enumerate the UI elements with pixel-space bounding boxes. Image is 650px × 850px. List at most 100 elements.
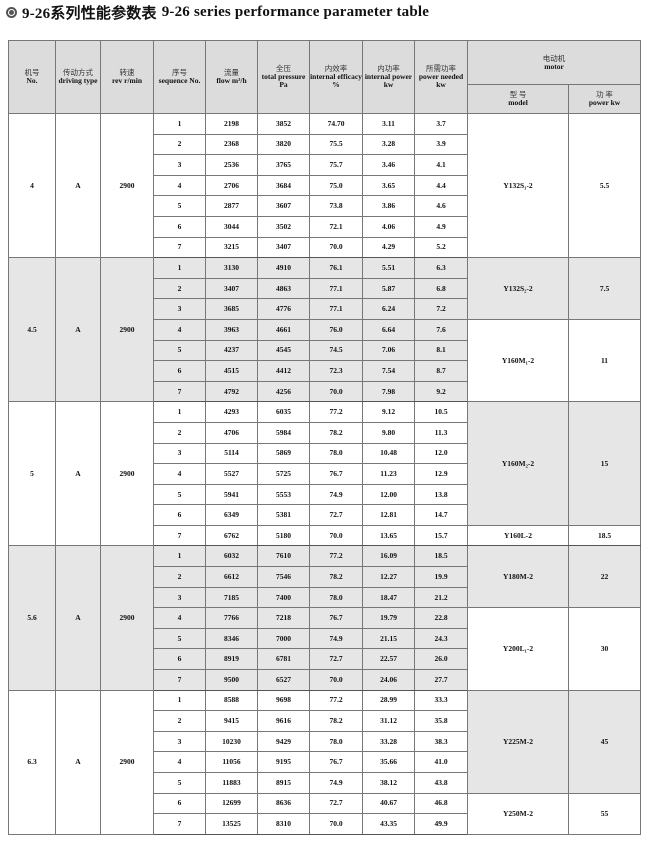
efficacy-cell: 76.0 [309,318,363,341]
table-row: 7 6762 5180 70.0 13.65 15.7 Y160L-2 18.5 [9,524,641,547]
motor-power-cell: 18.5 [568,524,641,547]
sequence-cell: 4 [153,751,206,773]
rev-cell: 2900 [100,689,154,835]
flow-cell: 4515 [205,360,258,382]
power-needed-cell: 9.2 [414,380,468,403]
pressure-cell: 3852 [257,113,310,135]
pressure-cell: 5869 [257,442,310,465]
pressure-cell: 5381 [257,504,310,526]
internal-power-cell: 10.48 [362,442,415,465]
table-row: 4 2706 3684 75.0 3.65 4.4 [9,174,641,197]
internal-power-cell: 11.23 [362,463,415,485]
pressure-cell: 7218 [257,607,310,629]
power-needed-cell: 7.6 [414,318,468,341]
pressure-cell: 3607 [257,195,310,217]
fan-no-cell: 6.3 [8,689,56,835]
pressure-cell: 7000 [257,627,310,650]
efficacy-cell: 74.70 [309,113,363,135]
pressure-cell: 3407 [257,236,310,259]
flow-cell: 4237 [205,339,258,362]
pressure-cell: 8310 [257,813,310,835]
pressure-cell: 4776 [257,298,310,320]
efficacy-cell: 78.2 [309,710,363,732]
efficacy-cell: 78.0 [309,730,363,753]
internal-power-cell: 18.47 [362,586,415,609]
sequence-cell: 3 [153,586,206,609]
flow-cell: 8588 [205,689,258,712]
sequence-cell: 1 [153,113,206,135]
circle-bullet-icon [6,7,17,18]
sequence-cell: 1 [153,545,206,568]
motor-model-cell: Y250M-2 [467,792,569,835]
efficacy-cell: 72.1 [309,215,363,238]
efficacy-cell: 74.9 [309,483,363,506]
table-row: 5 8346 7000 74.9 21.15 24.3 [9,627,641,650]
motor-model-cell: Y225M-2 [467,689,569,794]
power-needed-cell: 4.4 [414,174,468,197]
power-needed-cell: 43.8 [414,772,468,794]
internal-power-cell: 6.64 [362,318,415,341]
internal-power-cell: 19.79 [362,607,415,629]
power-needed-cell: 6.8 [414,277,468,300]
pressure-cell: 7546 [257,566,310,588]
efficacy-cell: 74.5 [309,339,363,362]
table-row: 6 6349 5381 72.7 12.81 14.7 [9,504,641,526]
power-needed-cell: 6.3 [414,257,468,279]
efficacy-cell: 74.9 [309,627,363,650]
motor-power-cell: 15 [568,401,641,526]
power-needed-cell: 8.1 [414,339,468,362]
fan-no-cell: 4.5 [8,257,56,403]
pressure-cell: 8915 [257,772,310,794]
flow-cell: 5941 [205,483,258,506]
table-row: 3 5114 5869 78.0 10.48 12.0 [9,442,641,465]
sequence-cell: 1 [153,257,206,279]
motor-power-cell: 30 [568,607,641,691]
efficacy-cell: 72.7 [309,792,363,815]
internal-power-cell: 12.27 [362,566,415,588]
pressure-cell: 9698 [257,689,310,712]
header-no: 机号 No. [8,40,56,114]
sequence-cell: 7 [153,380,206,403]
internal-power-cell: 5.51 [362,257,415,279]
pressure-cell: 6527 [257,669,310,691]
internal-power-cell: 16.09 [362,545,415,568]
power-needed-cell: 4.1 [414,154,468,176]
power-needed-cell: 24.3 [414,627,468,650]
flow-cell: 5114 [205,442,258,465]
table-row: 6 12699 8636 72.7 40.67 46.8 Y250M-2 55 [9,792,641,835]
sequence-cell: 3 [153,154,206,176]
sequence-cell: 2 [153,566,206,588]
sequence-cell: 1 [153,689,206,712]
efficacy-cell: 75.7 [309,154,363,176]
flow-cell: 8346 [205,627,258,650]
pressure-cell: 9616 [257,710,310,732]
sequence-cell: 7 [153,524,206,547]
motor-power-cell: 11 [568,318,641,403]
driving-type-cell: A [55,401,101,547]
internal-power-cell: 35.66 [362,751,415,773]
power-needed-cell: 46.8 [414,792,468,815]
power-needed-cell: 33.3 [414,689,468,712]
power-needed-cell: 14.7 [414,504,468,526]
motor-power-cell: 45 [568,689,641,794]
fan-no-cell: 5 [8,401,56,547]
sequence-cell: 4 [153,318,206,341]
internal-power-cell: 3.28 [362,133,415,156]
power-needed-cell: 10.5 [414,401,468,423]
table-row: 2 6612 7546 78.2 12.27 19.9 [9,566,641,588]
flow-cell: 9415 [205,710,258,732]
table-row: 3 7185 7400 78.0 18.47 21.2 [9,586,641,609]
internal-power-cell: 5.87 [362,277,415,300]
sequence-cell: 4 [153,463,206,485]
table-row: 6 4515 4412 72.3 7.54 8.7 [9,360,641,382]
title-en: 9-26 series performance parameter table [161,4,430,20]
table-row: 5 A 2900 1 4293 6035 77.2 9.12 10.5 Y160M₂-2 15 [8,401,641,547]
table-row: 4 A 2900 1 2198 3852 74.70 3.11 3.7 Y132S₁-2 5.5 [8,112,641,259]
efficacy-cell: 74.9 [309,772,363,794]
power-needed-cell: 11.3 [414,421,468,444]
sequence-cell: 6 [153,648,206,671]
power-needed-cell: 8.7 [414,360,468,382]
power-needed-cell: 19.9 [414,566,468,588]
internal-power-cell: 6.24 [362,298,415,320]
efficacy-cell: 72.7 [309,504,363,526]
